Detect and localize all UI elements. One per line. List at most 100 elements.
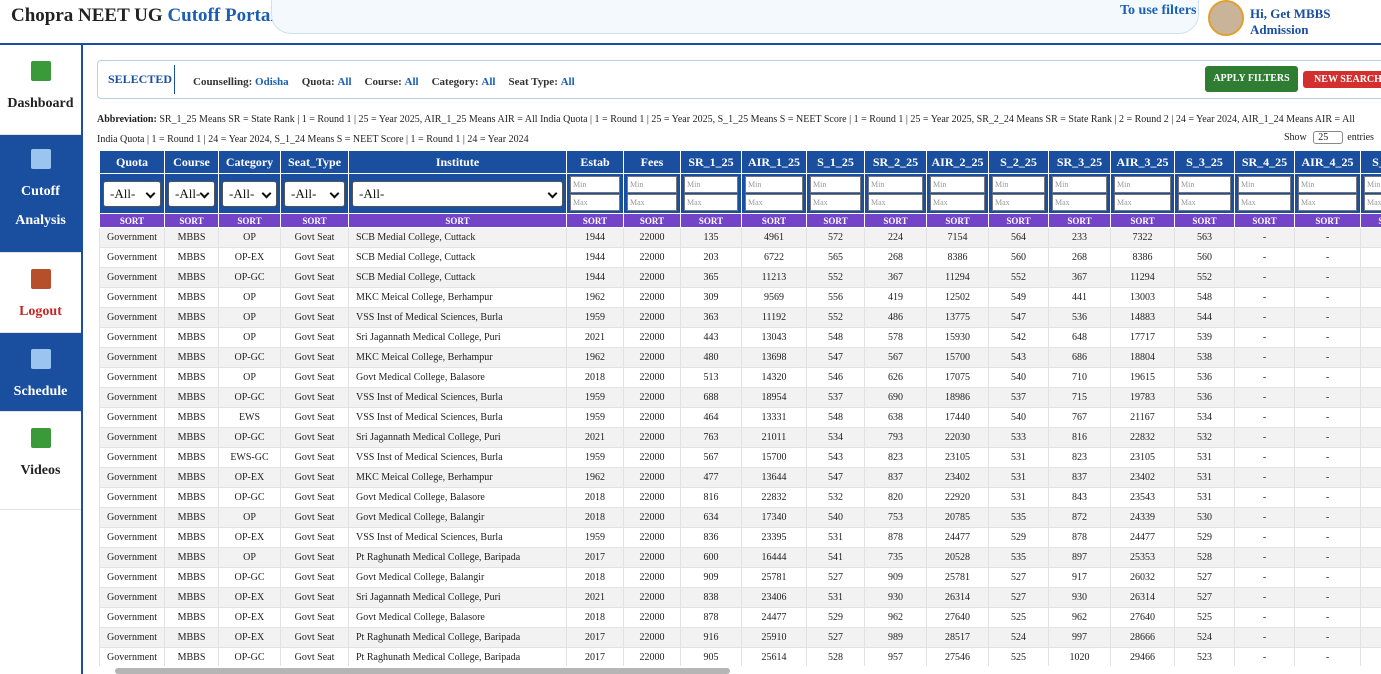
filter-cell: Min Max xyxy=(806,173,865,214)
cell: 22000 xyxy=(623,307,681,328)
max-input[interactable]: Max xyxy=(992,194,1045,211)
column-header[interactable]: AIR_2_25 xyxy=(926,150,989,174)
cell: MKC Meical College, Berhampur xyxy=(348,347,567,368)
column-header[interactable]: S_4_25 xyxy=(1360,150,1381,174)
cell: 1959 xyxy=(566,307,624,328)
cell: 135 xyxy=(680,227,742,248)
sort-button[interactable]: SORT xyxy=(806,213,865,228)
cell: - xyxy=(1294,647,1361,666)
min-input[interactable]: Min xyxy=(1238,176,1291,193)
sort-button[interactable]: SORT xyxy=(164,213,219,228)
sort-button[interactable]: SORT xyxy=(1174,213,1235,228)
min-input[interactable]: Min xyxy=(684,176,738,193)
sidebar-item[interactable]: Dashboard xyxy=(0,45,81,135)
page-size-select[interactable]: 25 xyxy=(1313,131,1344,144)
sort-button[interactable]: SORT xyxy=(280,213,349,228)
max-input[interactable]: Max xyxy=(684,194,738,211)
column-header[interactable]: Quota xyxy=(99,150,165,174)
cell: 18954 xyxy=(741,387,807,408)
cell: 13331 xyxy=(741,407,807,428)
column-header[interactable]: S_3_25 xyxy=(1174,150,1235,174)
avatar[interactable] xyxy=(1208,0,1244,36)
apply-filters-button[interactable]: APPLY FILTERS xyxy=(1205,66,1298,92)
max-input[interactable]: Max xyxy=(1178,194,1231,211)
column-select[interactable]: -All- xyxy=(352,180,563,207)
min-input[interactable]: Min xyxy=(570,176,620,193)
column-header[interactable]: S_2_25 xyxy=(988,150,1049,174)
sort-button[interactable]: SORT xyxy=(1294,213,1361,228)
max-input[interactable]: Max xyxy=(1298,194,1357,211)
min-input[interactable]: Min xyxy=(1178,176,1231,193)
max-input[interactable]: Max xyxy=(1364,194,1381,211)
cell: 4961 xyxy=(741,227,807,248)
column-header[interactable]: SR_4_25 xyxy=(1234,150,1295,174)
cell: Govt Seat xyxy=(280,627,349,648)
column-header[interactable]: Fees xyxy=(623,150,681,174)
sort-button[interactable]: SORT xyxy=(864,213,927,228)
min-input[interactable]: Min xyxy=(745,176,803,193)
max-input[interactable]: Max xyxy=(1052,194,1107,211)
min-input[interactable]: Min xyxy=(1052,176,1107,193)
column-header[interactable]: Estab xyxy=(566,150,624,174)
sort-button[interactable]: SORT xyxy=(926,213,989,228)
sort-button[interactable]: SORT xyxy=(988,213,1049,228)
cell: 15930 xyxy=(926,327,989,348)
column-header[interactable]: Category xyxy=(218,150,281,174)
sidebar-item[interactable]: Videos xyxy=(0,412,81,510)
max-input[interactable]: Max xyxy=(1114,194,1171,211)
min-input[interactable]: Min xyxy=(810,176,861,193)
sort-button[interactable]: SORT xyxy=(99,213,165,228)
column-header[interactable]: AIR_1_25 xyxy=(741,150,807,174)
column-header[interactable]: S_1_25 xyxy=(806,150,865,174)
sort-button[interactable]: SORT xyxy=(680,213,742,228)
sort-button[interactable]: SORT xyxy=(741,213,807,228)
column-header[interactable]: Institute xyxy=(348,150,567,174)
min-input[interactable]: Min xyxy=(868,176,923,193)
sort-button[interactable]: SORT xyxy=(218,213,281,228)
search-bar[interactable] xyxy=(271,0,1199,34)
cell: 22000 xyxy=(623,467,681,488)
column-header[interactable]: SR_2_25 xyxy=(864,150,927,174)
column-select[interactable]: -All- xyxy=(284,180,345,207)
column-header[interactable]: AIR_4_25 xyxy=(1294,150,1361,174)
column-header[interactable]: SR_3_25 xyxy=(1048,150,1111,174)
sidebar-item[interactable]: Logout xyxy=(0,253,81,333)
max-input[interactable]: Max xyxy=(745,194,803,211)
max-input[interactable]: Max xyxy=(868,194,923,211)
cell: - xyxy=(1294,627,1361,648)
max-input[interactable]: Max xyxy=(930,194,985,211)
max-input[interactable]: Max xyxy=(1238,194,1291,211)
sort-button[interactable]: SORT xyxy=(566,213,624,228)
sort-button[interactable]: SORT xyxy=(623,213,681,228)
scrollbar[interactable] xyxy=(115,668,730,674)
max-input[interactable]: Max xyxy=(810,194,861,211)
column-header[interactable]: Course xyxy=(164,150,219,174)
column-select[interactable]: -All- xyxy=(222,180,277,207)
filter-value: Odisha xyxy=(255,76,289,88)
greeting[interactable]: Hi, Get MBBS Admission xyxy=(1250,6,1331,37)
min-input[interactable]: Min xyxy=(930,176,985,193)
sidebar-item[interactable]: Cutoff Analysis xyxy=(0,135,81,253)
cell: 552 xyxy=(1174,267,1235,288)
cell: 878 xyxy=(1048,527,1111,548)
column-header[interactable]: SR_1_25 xyxy=(680,150,742,174)
min-input[interactable]: Min xyxy=(992,176,1045,193)
min-input[interactable]: Min xyxy=(1298,176,1357,193)
column-select[interactable]: -All- xyxy=(103,180,161,207)
column-header[interactable]: AIR_3_25 xyxy=(1110,150,1175,174)
sort-button[interactable]: SORT xyxy=(1110,213,1175,228)
new-search-button[interactable]: NEW SEARCH xyxy=(1303,71,1381,88)
sort-button[interactable]: SORT xyxy=(348,213,567,228)
min-input[interactable]: Min xyxy=(1364,176,1381,193)
max-input[interactable]: Max xyxy=(627,194,677,211)
column-header[interactable]: Seat_Type xyxy=(280,150,349,174)
sidebar-item[interactable]: Schedule xyxy=(0,333,81,412)
cell: VSS Inst of Medical Sciences, Burla xyxy=(348,527,567,548)
sort-button[interactable]: SORT xyxy=(1234,213,1295,228)
sort-button[interactable]: SORT xyxy=(1360,213,1381,228)
max-input[interactable]: Max xyxy=(570,194,620,211)
min-input[interactable]: Min xyxy=(627,176,677,193)
min-input[interactable]: Min xyxy=(1114,176,1171,193)
sort-button[interactable]: SORT xyxy=(1048,213,1111,228)
column-select[interactable]: -All- xyxy=(168,180,215,207)
